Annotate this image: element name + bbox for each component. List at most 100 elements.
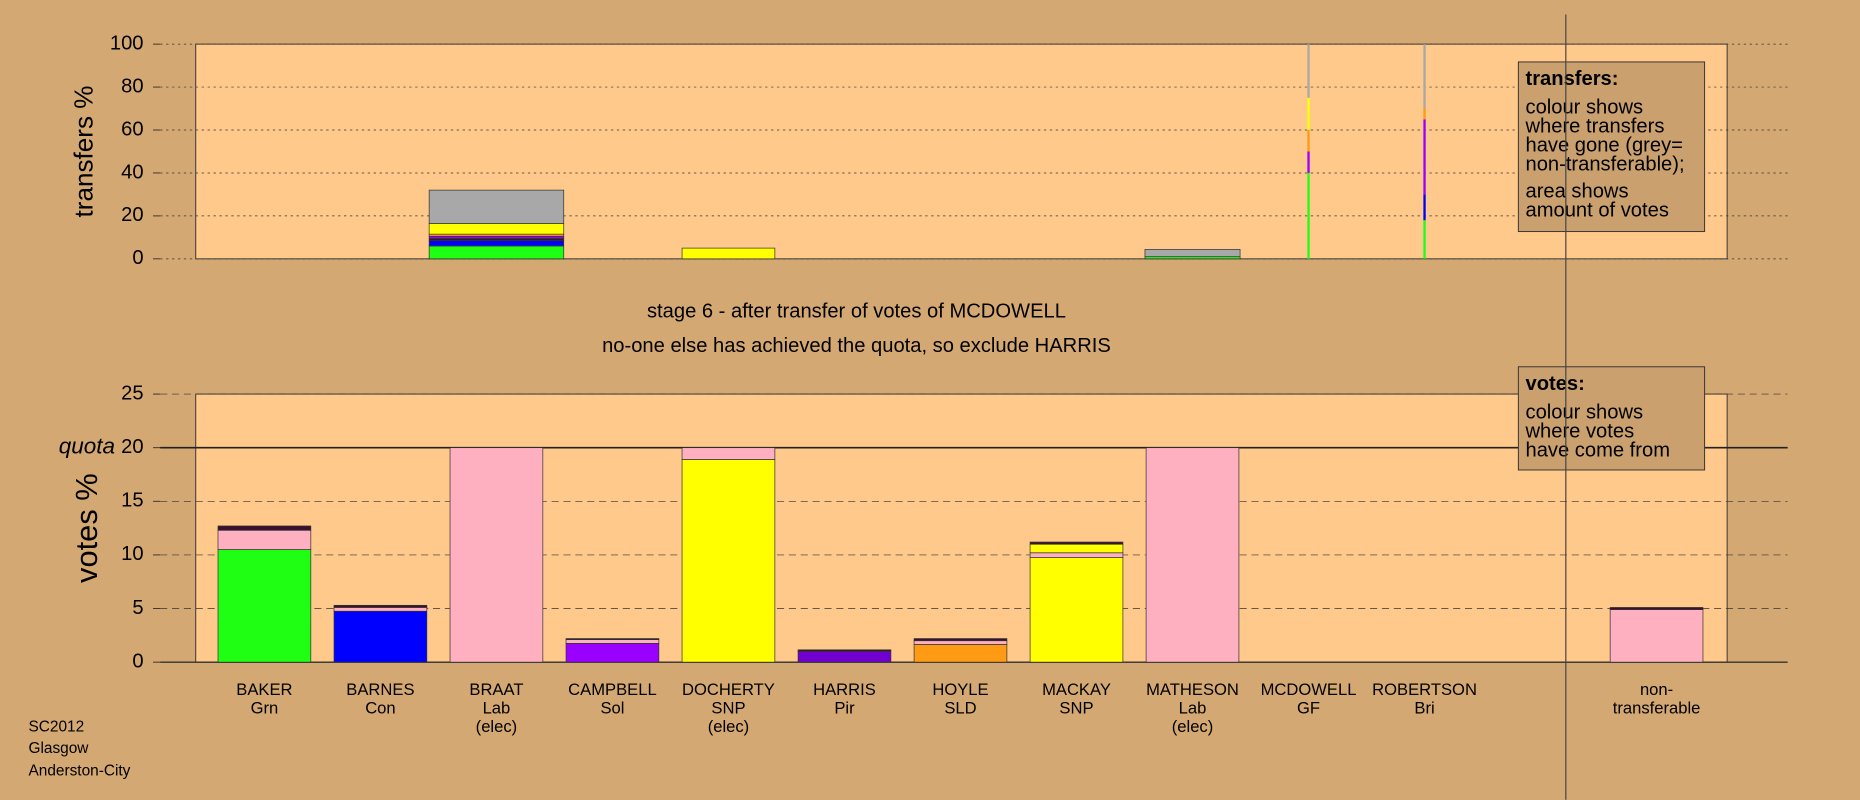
y-tick-label: 20: [121, 204, 143, 226]
x-tick-label: SLD: [944, 698, 976, 717]
y-tick-label: 0: [132, 650, 143, 672]
bar-segment: [217, 549, 312, 663]
bar-segment: [565, 638, 660, 640]
bar-segment: [1423, 108, 1426, 120]
x-tick-label: (elec): [708, 717, 750, 736]
x-tick-label: HARRIS: [813, 680, 876, 699]
x-tick-label: Grn: [251, 698, 279, 717]
bar-segment: [1029, 552, 1124, 558]
bar-segment: [333, 607, 428, 612]
bar-segment: [428, 240, 565, 247]
bar-segment: [1307, 97, 1310, 131]
bar-segment: [1423, 220, 1426, 259]
bar-segment: [1307, 44, 1310, 98]
x-tick-label: Con: [365, 698, 395, 717]
x-tick-label: (elec): [476, 717, 518, 736]
x-tick-label: SNP: [711, 698, 745, 717]
x-tick-label: Pir: [834, 698, 855, 717]
legend-text: amount of votes: [1525, 200, 1668, 222]
bar-segment: [1029, 557, 1124, 663]
x-tick-label: CAMPBELL: [568, 680, 657, 699]
bar-segment: [565, 639, 660, 644]
bar-segment: [428, 189, 565, 224]
x-tick-label: GF: [1297, 698, 1320, 717]
bar-segment: [217, 529, 312, 550]
bar-segment: [797, 651, 892, 663]
bar-segment: [913, 638, 1008, 642]
x-tick-label: BRAAT: [469, 680, 523, 699]
x-tick-label: MCDOWELL: [1261, 680, 1357, 699]
bar-segment: [449, 447, 544, 663]
bar-segment: [1609, 607, 1704, 610]
bar-segment: [1029, 541, 1124, 545]
legend-text: have come from: [1525, 439, 1670, 461]
bar-segment: [333, 604, 428, 608]
bar-segment: [1423, 194, 1426, 221]
x-tick-label: Lab: [1179, 698, 1207, 717]
x-tick-label: ROBERTSON: [1372, 680, 1477, 699]
x-tick-label: Lab: [483, 698, 511, 717]
bar-segment: [681, 447, 776, 460]
stage-title: stage 6 - after transfer of votes of MCD…: [647, 301, 1066, 323]
bar-segment: [1423, 44, 1426, 109]
y-tick-label: 80: [121, 75, 143, 97]
bar-segment: [681, 459, 776, 663]
x-tick-label: MACKAY: [1042, 680, 1111, 699]
bar-segment: [1307, 130, 1310, 152]
bar-segment: [913, 640, 1008, 645]
bar-segment: [797, 649, 892, 652]
bar-segment: [1144, 249, 1241, 258]
y-tick-label: 15: [121, 490, 143, 512]
y-tick-label: 100: [110, 32, 144, 54]
stage-subtitle: no-one else has achieved the quota, so e…: [602, 335, 1111, 357]
top-plot-area: [195, 43, 1728, 260]
y-tick-label: 5: [132, 597, 143, 619]
legend-text: have gone (grey=: [1525, 134, 1682, 156]
legend-title: votes:: [1525, 373, 1584, 395]
bar-segment: [681, 247, 776, 260]
x-tick-label: non-: [1640, 680, 1673, 699]
bar-segment: [1609, 609, 1704, 663]
bar-segment: [1307, 151, 1310, 173]
legend-text: colour shows: [1525, 97, 1643, 119]
x-tick-label: HOYLE: [932, 680, 988, 699]
x-tick-label: DOCHERTY: [682, 680, 775, 699]
legend-box: [1517, 61, 1706, 233]
footer-line: SC2012: [28, 718, 84, 735]
bar-segment: [1423, 119, 1426, 195]
x-tick-label: Bri: [1414, 698, 1434, 717]
x-tick-label: MATHESON: [1146, 680, 1239, 699]
x-tick-label: BARNES: [346, 680, 414, 699]
y-tick-label: 0: [132, 247, 143, 269]
y-tick-label: 25: [121, 382, 143, 404]
x-tick-label: transferable: [1613, 698, 1701, 717]
legend-text: where votes: [1524, 420, 1634, 442]
y-axis-title: transfers %: [68, 86, 98, 218]
legend-title: transfers:: [1525, 68, 1618, 90]
y-tick-label: 10: [121, 543, 143, 565]
y-tick-label: 60: [121, 118, 143, 140]
bar-segment: [1029, 543, 1124, 554]
legend-text: non-transferable);: [1525, 153, 1684, 175]
bar-segment: [217, 525, 312, 531]
quota-label: quota: [59, 434, 115, 459]
legend-text: area shows: [1525, 181, 1628, 203]
footer-line: Glasgow: [28, 740, 89, 757]
bar-segment: [1145, 447, 1240, 663]
legend-text: where transfers: [1524, 115, 1664, 137]
x-tick-label: SNP: [1059, 698, 1093, 717]
bar-segment: [913, 644, 1008, 663]
bar-segment: [1307, 172, 1310, 259]
legend-text: colour shows: [1525, 401, 1643, 423]
bar-segment: [428, 223, 565, 235]
x-tick-label: BAKER: [236, 680, 292, 699]
bar-segment: [333, 610, 428, 663]
legend-box: [1517, 366, 1706, 471]
bar-segment: [428, 245, 565, 260]
y-tick-label: 40: [121, 161, 143, 183]
x-tick-label: Sol: [600, 698, 624, 717]
y-tick-label: 20: [121, 436, 143, 458]
